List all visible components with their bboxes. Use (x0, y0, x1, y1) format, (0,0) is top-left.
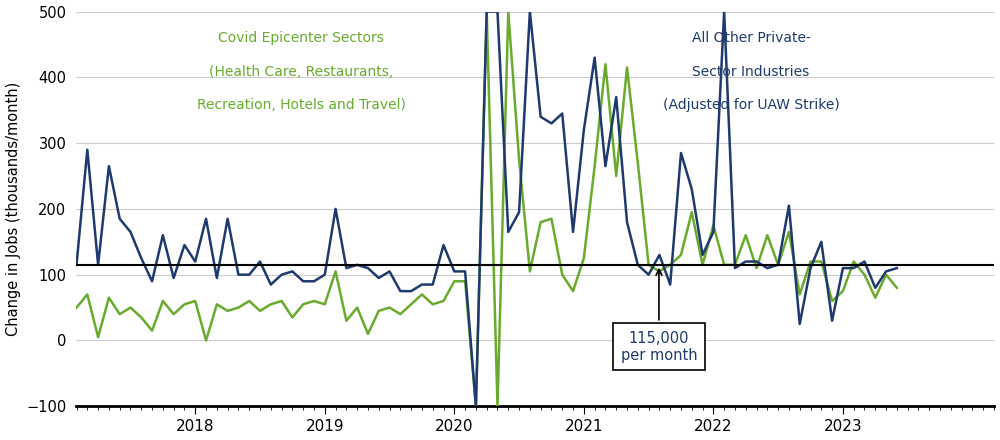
Text: 115,000
per month: 115,000 per month (621, 269, 697, 363)
Text: Recreation, Hotels and Travel): Recreation, Hotels and Travel) (197, 99, 406, 112)
Text: All Other Private-: All Other Private- (692, 31, 811, 45)
Text: Covid Epicenter Sectors: Covid Epicenter Sectors (218, 31, 384, 45)
Text: (Health Care, Restaurants,: (Health Care, Restaurants, (209, 65, 393, 79)
Text: (Adjusted for UAW Strike): (Adjusted for UAW Strike) (663, 99, 839, 112)
Y-axis label: Change in Jobs (thousands/month): Change in Jobs (thousands/month) (6, 82, 21, 336)
Text: Sector Industries: Sector Industries (692, 65, 810, 79)
